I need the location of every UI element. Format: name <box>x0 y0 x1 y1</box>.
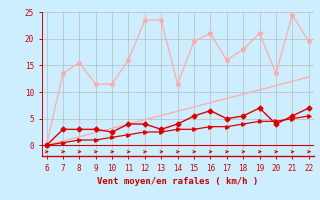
X-axis label: Vent moyen/en rafales ( km/h ): Vent moyen/en rafales ( km/h ) <box>97 177 258 186</box>
